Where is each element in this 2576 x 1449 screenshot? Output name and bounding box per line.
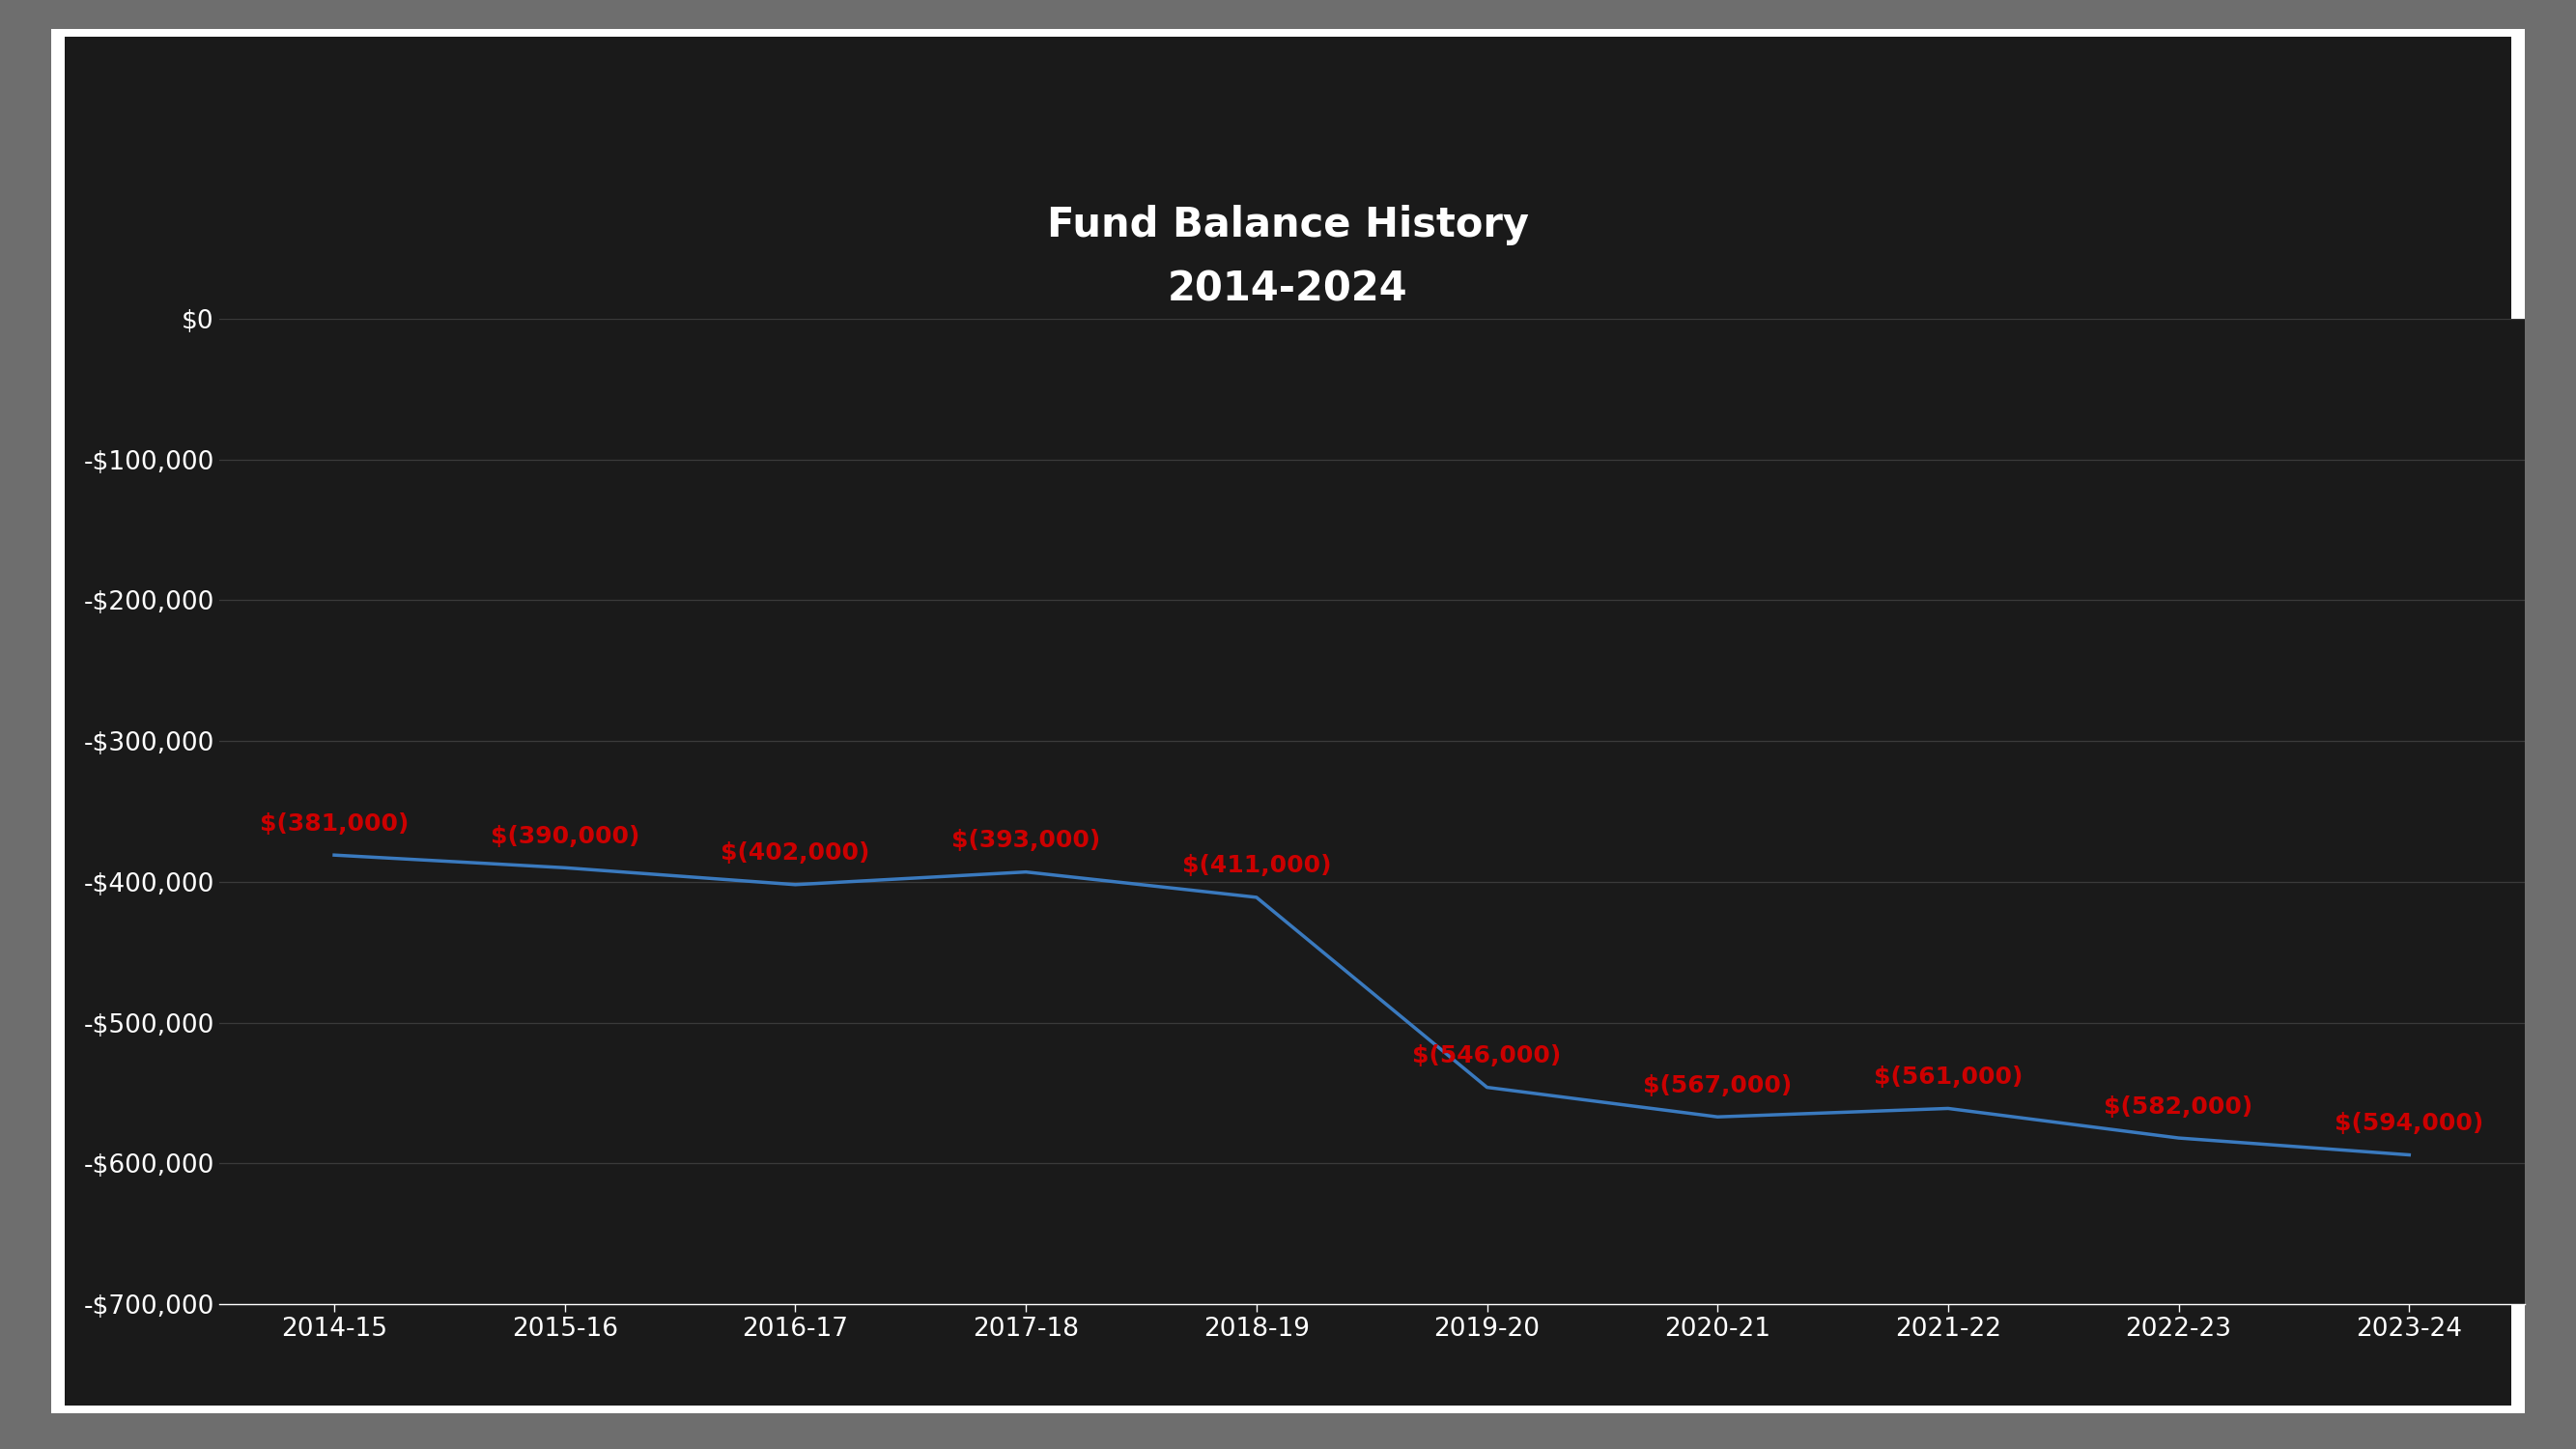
Text: $(381,000): $(381,000) [260,813,410,836]
Text: $(546,000): $(546,000) [1412,1045,1561,1068]
Text: Fund Balance History: Fund Balance History [1046,204,1530,245]
Text: $(594,000): $(594,000) [2334,1111,2483,1135]
Text: $(411,000): $(411,000) [1182,855,1332,878]
Text: $(402,000): $(402,000) [721,842,871,865]
Text: 2014-2024: 2014-2024 [1167,270,1409,310]
Text: $(582,000): $(582,000) [2105,1095,2254,1119]
Text: $(390,000): $(390,000) [489,824,639,848]
Text: $(561,000): $(561,000) [1873,1065,2022,1088]
Text: $(567,000): $(567,000) [1643,1074,1793,1097]
Text: $(393,000): $(393,000) [951,829,1100,852]
